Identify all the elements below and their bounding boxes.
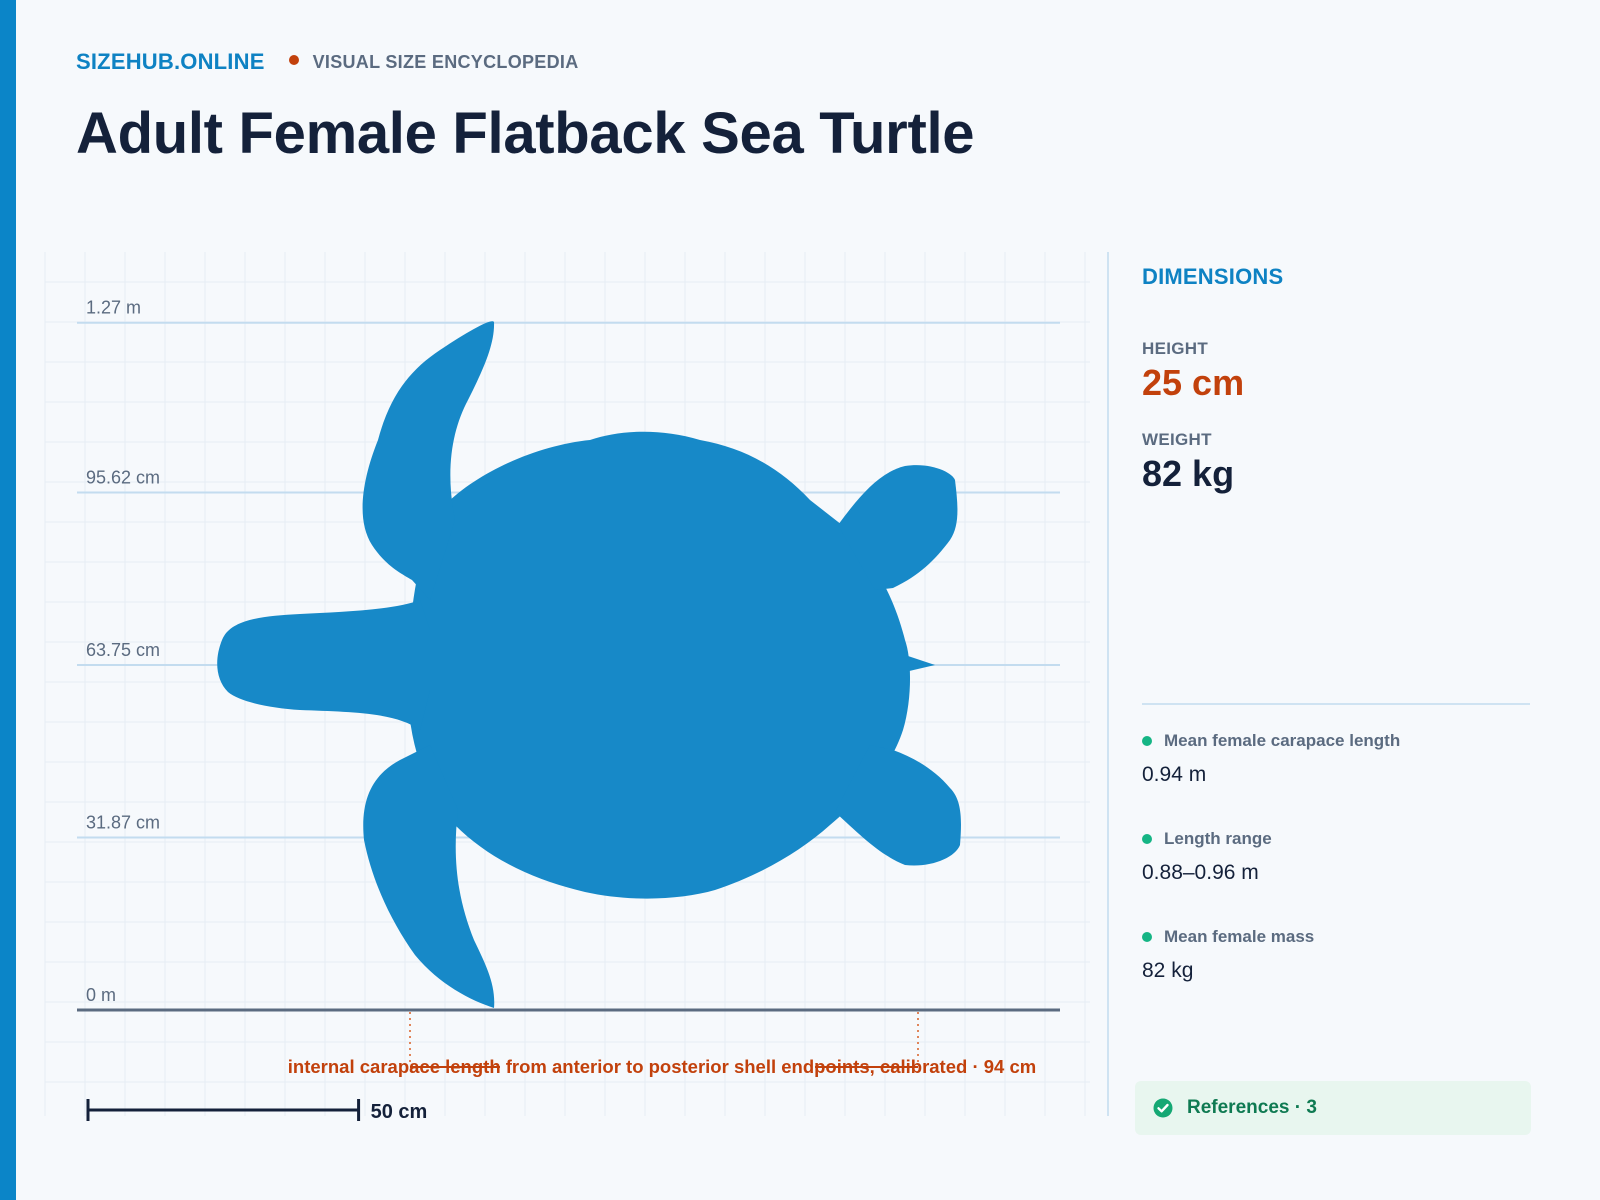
gridline-label: 0 m	[86, 985, 116, 1005]
references-button[interactable]: References · 3	[1135, 1081, 1531, 1135]
panel-title: DIMENSIONS	[1142, 264, 1284, 289]
turtle-rear-flipper-upper	[838, 465, 958, 590]
sea-turtle-silhouette	[217, 321, 961, 1008]
brand-row: SIZEHUB.ONLINE VISUAL SIZE ENCYCLOPEDIA	[76, 47, 579, 77]
weight-value: 82 kg	[1142, 453, 1235, 494]
panel-rule	[1142, 703, 1530, 705]
gridline-label: 95.62 cm	[86, 468, 160, 488]
height-label: HEIGHT	[1142, 339, 1209, 358]
turtle-front-flipper-upper	[362, 321, 495, 600]
turtle-head	[217, 600, 430, 730]
fact-value: 0.94 m	[1142, 763, 1207, 786]
site-tagline: VISUAL SIZE ENCYCLOPEDIA	[312, 51, 579, 72]
turtle-front-flipper-lower	[363, 745, 495, 1008]
fact-item: Mean female carapace length 0.94 m	[1142, 731, 1532, 787]
left-accent-bar	[0, 0, 16, 1200]
scale-bar: 50 cm	[86, 1099, 428, 1123]
page-title: Adult Female Flatback Sea Turtle	[76, 101, 975, 166]
fact-value: 82 kg	[1142, 959, 1194, 982]
panel-divider	[1107, 252, 1109, 1116]
gridline-label: 1.27 m	[86, 298, 141, 318]
turtle-tail	[905, 655, 935, 672]
bullet-dot-icon	[1142, 736, 1152, 746]
weight-label: WEIGHT	[1142, 430, 1212, 449]
fact-item: Length range 0.88–0.96 m	[1142, 829, 1532, 885]
references-label: References · 3	[1187, 1097, 1317, 1118]
turtle-rear-flipper-lower	[835, 745, 961, 866]
site-name-link[interactable]: SIZEHUB.ONLINE	[76, 49, 265, 74]
gridline-label: 31.87 cm	[86, 813, 160, 833]
size-chart: 0 m 31.87 cm 63.75 cm 95.62 cm 1.27 m intern…	[44, 252, 1090, 1123]
gridline-label: 63.75 cm	[86, 640, 160, 660]
fact-item: Mean female mass 82 kg	[1142, 927, 1532, 983]
height-value: 25 cm	[1142, 362, 1245, 403]
fact-label: Mean female mass	[1164, 927, 1315, 946]
measurement-guide: internal carapace length from anterior t…	[288, 1012, 1036, 1077]
bullet-dot-icon	[1142, 932, 1152, 942]
scale-bar-label: 50 cm	[371, 1101, 428, 1123]
fact-value: 0.88–0.96 m	[1142, 861, 1259, 884]
measurement-annotation: internal carapace length from anterior t…	[288, 1056, 1036, 1077]
fact-label: Length range	[1164, 829, 1272, 848]
bullet-dot-icon	[1142, 834, 1152, 844]
fact-label: Mean female carapace length	[1164, 731, 1401, 750]
separator-dot	[288, 55, 299, 65]
turtle-carapace	[407, 431, 911, 899]
dimensions-panel: DIMENSIONS HEIGHT 25 cm WEIGHT 82 kg Mea…	[1142, 264, 1532, 982]
check-circle-icon	[1153, 1098, 1173, 1118]
